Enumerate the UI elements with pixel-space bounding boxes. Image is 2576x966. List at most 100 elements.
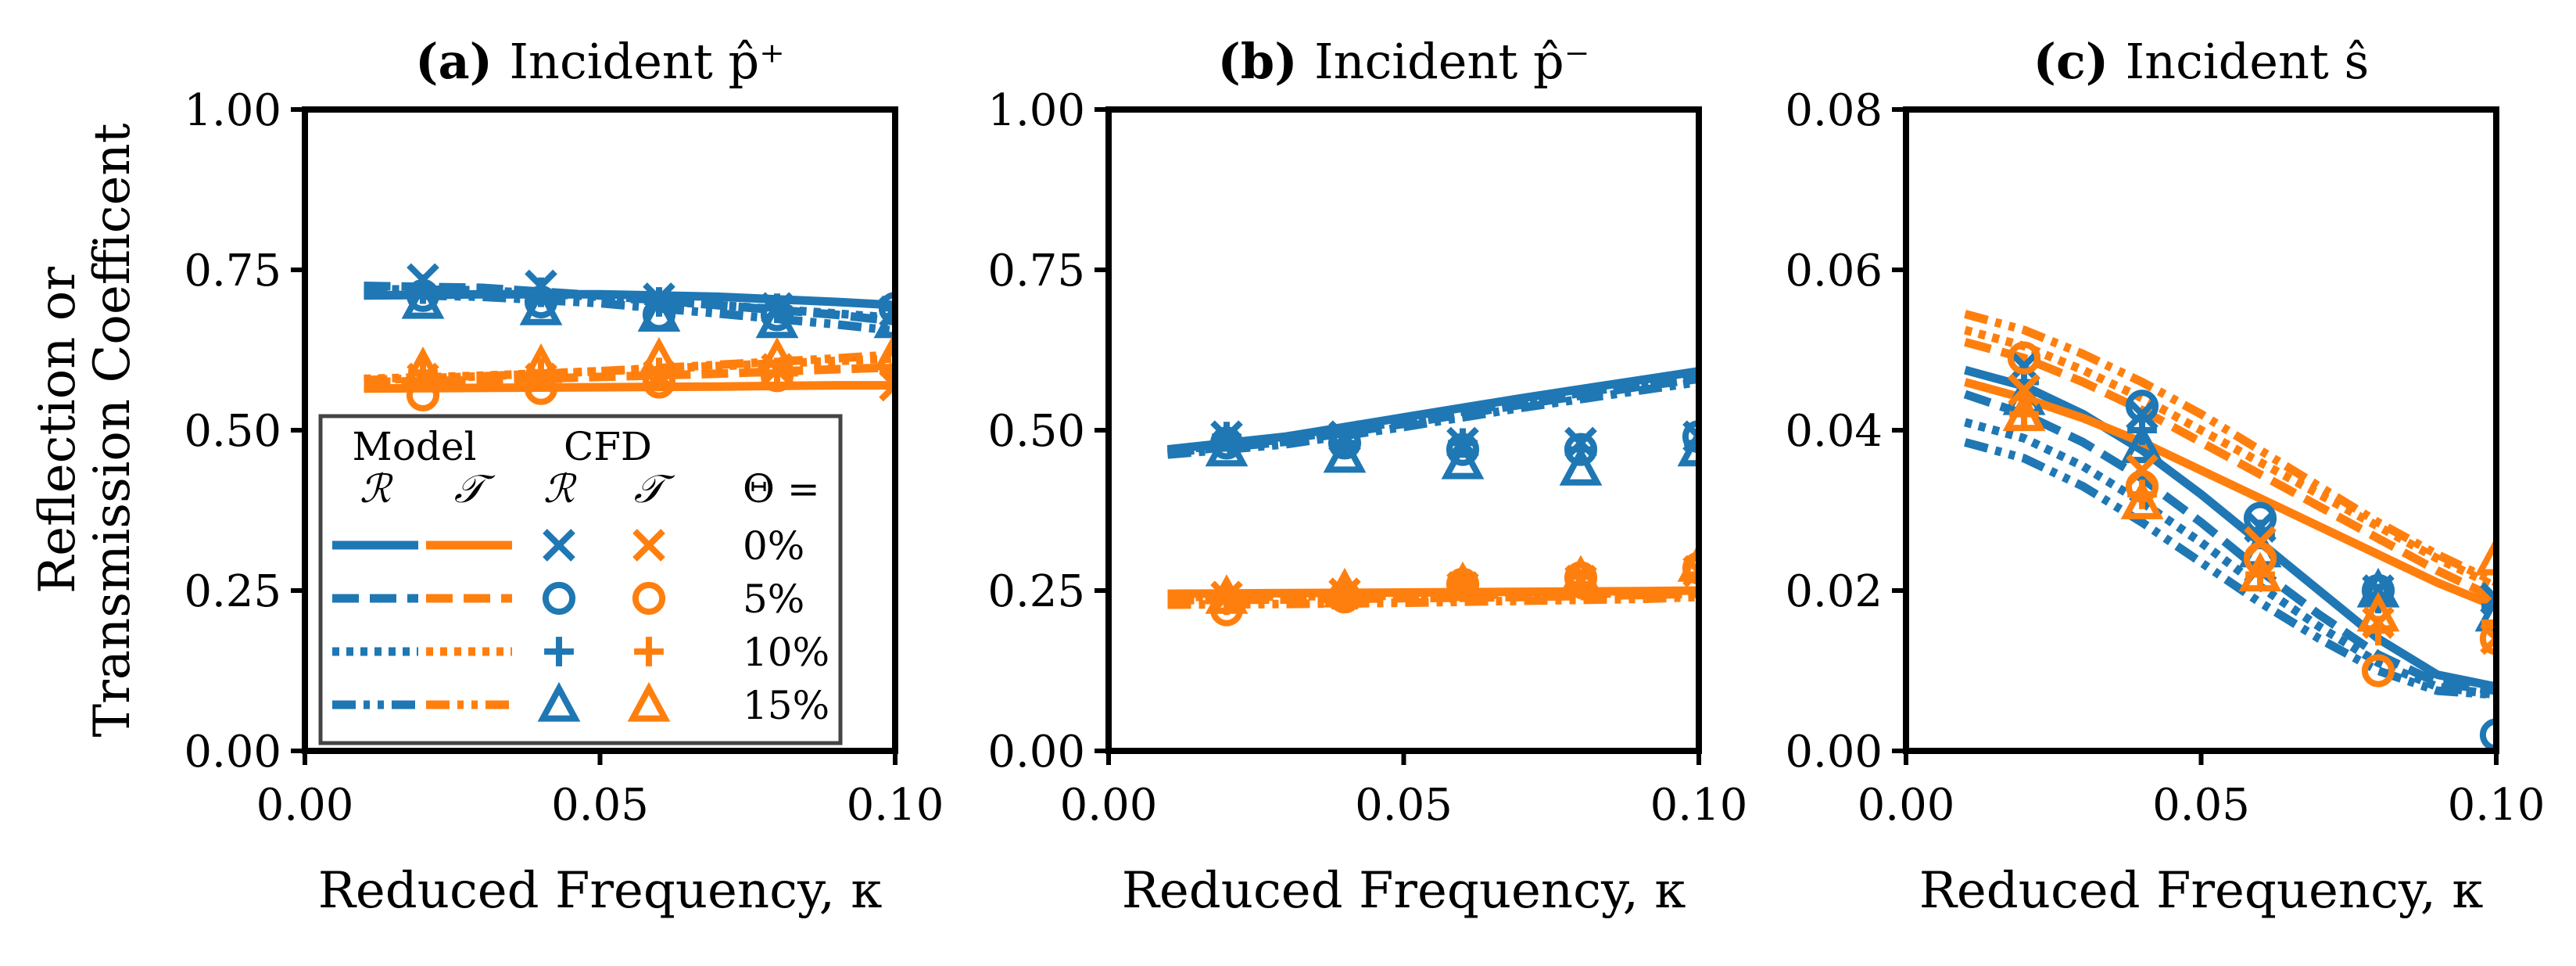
panel-c-title: (c) Incident ŝ xyxy=(2033,33,2370,90)
y-tick-label: 0.00 xyxy=(987,727,1085,777)
cfd-marker-t15-4 xyxy=(2474,535,2496,576)
legend-marker-r-3 xyxy=(537,681,581,722)
cfd-marker-r15-0 xyxy=(1205,426,1249,467)
y-tick-label: 1.00 xyxy=(987,85,1085,136)
y-tick-label: 0.50 xyxy=(184,406,281,457)
model-line-t15 xyxy=(1167,592,1699,609)
panel-a: 0.00 0.25 0.50 0.75 1.00 0.00 0.05 0.10 (a) Inci… xyxy=(29,33,944,920)
legend-marker-t-1 xyxy=(632,581,666,616)
cfd-marker-t5-3 xyxy=(2361,654,2395,688)
model-line-t5 xyxy=(1167,589,1699,605)
cfd-marker-r15-4 xyxy=(1677,426,1699,467)
legend-model-r-symbol: ℛ xyxy=(360,466,393,512)
model-line-t5 xyxy=(364,363,895,386)
cfd-marker-t15-0 xyxy=(1205,574,1249,614)
cfd-marker-t10-4 xyxy=(2481,608,2496,637)
legend-cfd-header: CFD xyxy=(564,424,652,469)
cfd-marker-r0-0 xyxy=(2008,350,2040,382)
x-tick-label: 0.05 xyxy=(2152,780,2250,831)
legend-model-header: Model xyxy=(353,424,477,469)
legend-marker-r-2 xyxy=(544,637,574,666)
legend-marker-t-2 xyxy=(634,637,664,666)
cfd-marker-t15-2 xyxy=(2238,551,2282,592)
panel-c-x-axis-label: Reduced Frequency, κ xyxy=(1919,862,2484,920)
model-line-r10 xyxy=(364,285,895,322)
y-tick-label: 0.00 xyxy=(184,727,281,777)
y-tick-label: 0.75 xyxy=(184,246,281,296)
cfd-marker-r10-4 xyxy=(2481,591,2496,622)
model-line-r10 xyxy=(1964,418,2496,699)
cfd-marker-t15-4 xyxy=(1677,542,1699,582)
model-line-t15 xyxy=(364,350,895,385)
cfd-marker-t15-1 xyxy=(519,343,563,383)
x-tick-label: 0.00 xyxy=(1858,780,1955,831)
cfd-marker-t15-2 xyxy=(637,336,681,377)
cfd-marker-r0-1 xyxy=(2126,397,2159,431)
legend-box xyxy=(318,414,843,745)
y-tick-label: 0.25 xyxy=(184,566,281,617)
cfd-marker-t10-4 xyxy=(880,357,895,388)
cfd-marker-r15-1 xyxy=(1323,433,1367,473)
cfd-marker-t0-0 xyxy=(2008,373,2040,407)
cfd-marker-r15-2 xyxy=(637,292,681,332)
legend-theta-0: 0% xyxy=(743,523,804,569)
panel-b-x-axis-label: Reduced Frequency, κ xyxy=(1122,862,1686,920)
model-line-t0 xyxy=(1964,378,2496,611)
legend-theta-2: 10% xyxy=(743,630,829,675)
y-tick-label: 0.06 xyxy=(1785,246,1883,296)
cfd-marker-t15-1 xyxy=(2120,479,2164,519)
y-tick-label: 0.75 xyxy=(987,246,1085,296)
x-tick-label: 0.10 xyxy=(1650,780,1748,831)
cfd-marker-r15-2 xyxy=(1441,439,1485,479)
y-tick-label: 0.04 xyxy=(1785,406,1883,457)
cfd-marker-r15-1 xyxy=(2120,423,2164,464)
legend-marker-r-0 xyxy=(543,529,575,562)
y-tick-label: 1.00 xyxy=(184,85,281,136)
legend-theta-3: 15% xyxy=(743,683,829,728)
cfd-marker-r15-1 xyxy=(519,285,563,325)
legend-cfd-r-symbol: ℛ xyxy=(543,466,577,512)
model-line-t15 xyxy=(1964,310,2496,587)
model-line-r10 xyxy=(1166,371,1699,455)
x-tick-label: 0.10 xyxy=(2448,780,2546,831)
panel-b: 0.00 0.25 0.50 0.75 1.00 0.00 0.05 0.10 (b) Inci… xyxy=(987,33,1747,920)
cfd-marker-r10-4 xyxy=(880,293,895,324)
panel-a-x-axis-label: Reduced Frequency, κ xyxy=(318,862,883,920)
cfd-marker-t15-0 xyxy=(401,346,445,386)
panel-a-plot-area xyxy=(364,263,895,411)
model-line-t5 xyxy=(1964,337,2496,603)
panel-a-title: (a) Incident p̂⁺ xyxy=(415,33,785,90)
cfd-marker-t15-3 xyxy=(1559,555,1603,595)
legend-theta-1: 5% xyxy=(743,576,804,622)
legend-marker-t-3 xyxy=(627,681,671,722)
panel-c: 0.00 0.02 0.04 0.06 0.08 0.00 0.05 0.10 (c) Inci… xyxy=(1785,33,2545,920)
legend-marker-t-0 xyxy=(632,529,665,562)
x-tick-label: 0.05 xyxy=(1355,780,1453,831)
cfd-marker-r15-4 xyxy=(873,298,895,339)
y-tick-label: 0.02 xyxy=(1785,566,1883,617)
cfd-marker-t15-1 xyxy=(1323,567,1367,608)
legend-theta-header: Θ = xyxy=(743,466,820,512)
panel-b-title: (b) Incident p̂⁻ xyxy=(1218,33,1590,90)
cfd-marker-t10-4 xyxy=(1684,559,1699,590)
cfd-marker-t15-3 xyxy=(2356,591,2400,632)
model-line-r5 xyxy=(1963,390,2496,695)
cfd-marker-t15-3 xyxy=(755,336,799,377)
model-line-r15 xyxy=(1964,438,2496,699)
x-tick-label: 0.00 xyxy=(256,780,354,831)
panel-c-plot-area xyxy=(1963,310,2496,751)
cfd-marker-r15-4 xyxy=(2474,591,2496,632)
cfd-marker-t5-0 xyxy=(2007,341,2041,375)
y-tick-label: 0.25 xyxy=(987,566,1085,617)
x-tick-label: 0.00 xyxy=(1060,780,1158,831)
model-line-r15 xyxy=(1167,378,1699,459)
legend-marker-r-1 xyxy=(542,581,576,616)
panel-b-axes-frame xyxy=(1105,106,1702,754)
cfd-marker-r15-3 xyxy=(1559,446,1603,486)
cfd-marker-r15-3 xyxy=(755,298,799,339)
model-line-r0 xyxy=(1964,365,2496,691)
x-tick-label: 0.05 xyxy=(551,780,649,831)
cfd-marker-t15-4 xyxy=(873,330,895,371)
y-tick-label: 0.08 xyxy=(1785,85,1883,136)
